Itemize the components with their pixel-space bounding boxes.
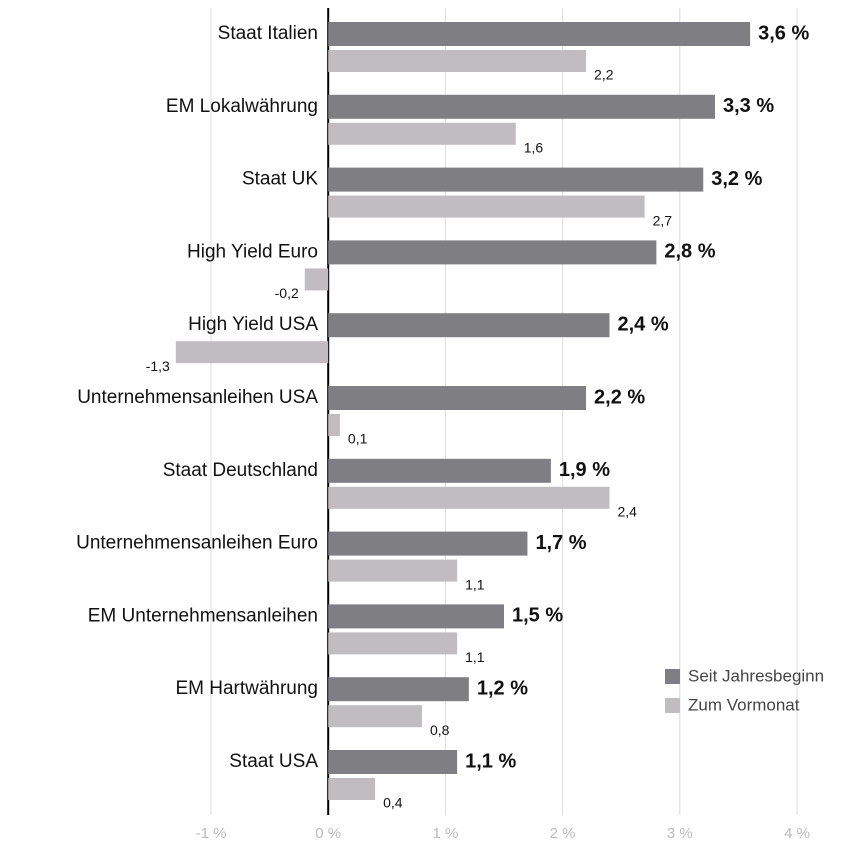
legend-swatch <box>665 669 680 684</box>
bar <box>328 559 458 582</box>
value-label: 1,1 % <box>465 750 516 772</box>
category-label: Staat Deutschland <box>163 460 318 481</box>
bar <box>328 386 587 410</box>
value-label: 2,2 % <box>594 386 645 408</box>
value-label: 2,2 <box>594 67 614 83</box>
bar <box>328 94 715 119</box>
bar <box>328 240 657 265</box>
x-tick-label: -1 % <box>196 825 227 842</box>
bar <box>328 167 704 192</box>
value-label: 0,4 <box>383 795 403 811</box>
category-label: Unternehmensanleihen USA <box>77 387 318 408</box>
bar <box>328 677 469 702</box>
bar <box>328 122 516 145</box>
value-label: 3,6 % <box>758 22 809 44</box>
value-label: 1,7 % <box>535 532 586 554</box>
x-tick-label: 2 % <box>550 825 576 842</box>
value-label: 2,7 <box>653 212 673 228</box>
category-label: EM Unternehmensanleihen <box>88 605 318 626</box>
bar <box>328 50 587 72</box>
bar <box>328 705 422 728</box>
value-label: 1,2 % <box>477 677 528 699</box>
value-label: 3,2 % <box>711 168 762 190</box>
value-label: 2,4 % <box>617 313 668 335</box>
x-tick-label: 0 % <box>315 825 341 842</box>
category-label: Staat Italien <box>218 23 318 44</box>
value-label: 0,1 <box>348 431 368 447</box>
value-label: 1,1 <box>465 576 485 592</box>
bar <box>328 531 528 556</box>
value-label: 2,4 <box>617 504 637 520</box>
category-label: High Yield USA <box>188 314 318 335</box>
bar <box>328 750 458 774</box>
x-tick-label: 1 % <box>432 825 458 842</box>
value-label: 1,9 % <box>559 459 610 481</box>
legend-swatch <box>665 698 680 713</box>
bar <box>328 458 551 483</box>
bar <box>175 341 329 364</box>
bar <box>328 632 458 655</box>
bar <box>328 486 610 509</box>
x-tick-label: 4 % <box>784 825 810 842</box>
bar <box>328 22 751 46</box>
x-tick-label: 3 % <box>667 825 693 842</box>
bar <box>328 313 610 338</box>
bar <box>328 604 504 629</box>
value-label: 2,8 % <box>664 241 715 263</box>
value-label: 1,1 <box>465 649 485 665</box>
category-label: Staat USA <box>229 751 318 772</box>
value-label: 1,5 % <box>512 605 563 627</box>
value-label: -0,2 <box>275 285 299 301</box>
bar <box>328 195 645 218</box>
bar <box>304 268 329 291</box>
category-label: Unternehmensanleihen Euro <box>76 533 318 554</box>
category-label: EM Hartwährung <box>175 678 318 699</box>
category-label: EM Lokalwährung <box>166 96 318 117</box>
legend-label: Seit Jahresbeginn <box>688 666 824 685</box>
category-label: Staat UK <box>242 169 318 190</box>
bar <box>328 778 376 800</box>
bar <box>328 414 340 436</box>
category-label: High Yield Euro <box>187 241 318 262</box>
value-label: 0,8 <box>430 722 450 738</box>
value-label: -1,3 <box>146 358 170 374</box>
value-label: 3,3 % <box>723 95 774 117</box>
legend-label: Zum Vormonat <box>688 695 800 714</box>
value-label: 1,6 <box>524 140 544 156</box>
